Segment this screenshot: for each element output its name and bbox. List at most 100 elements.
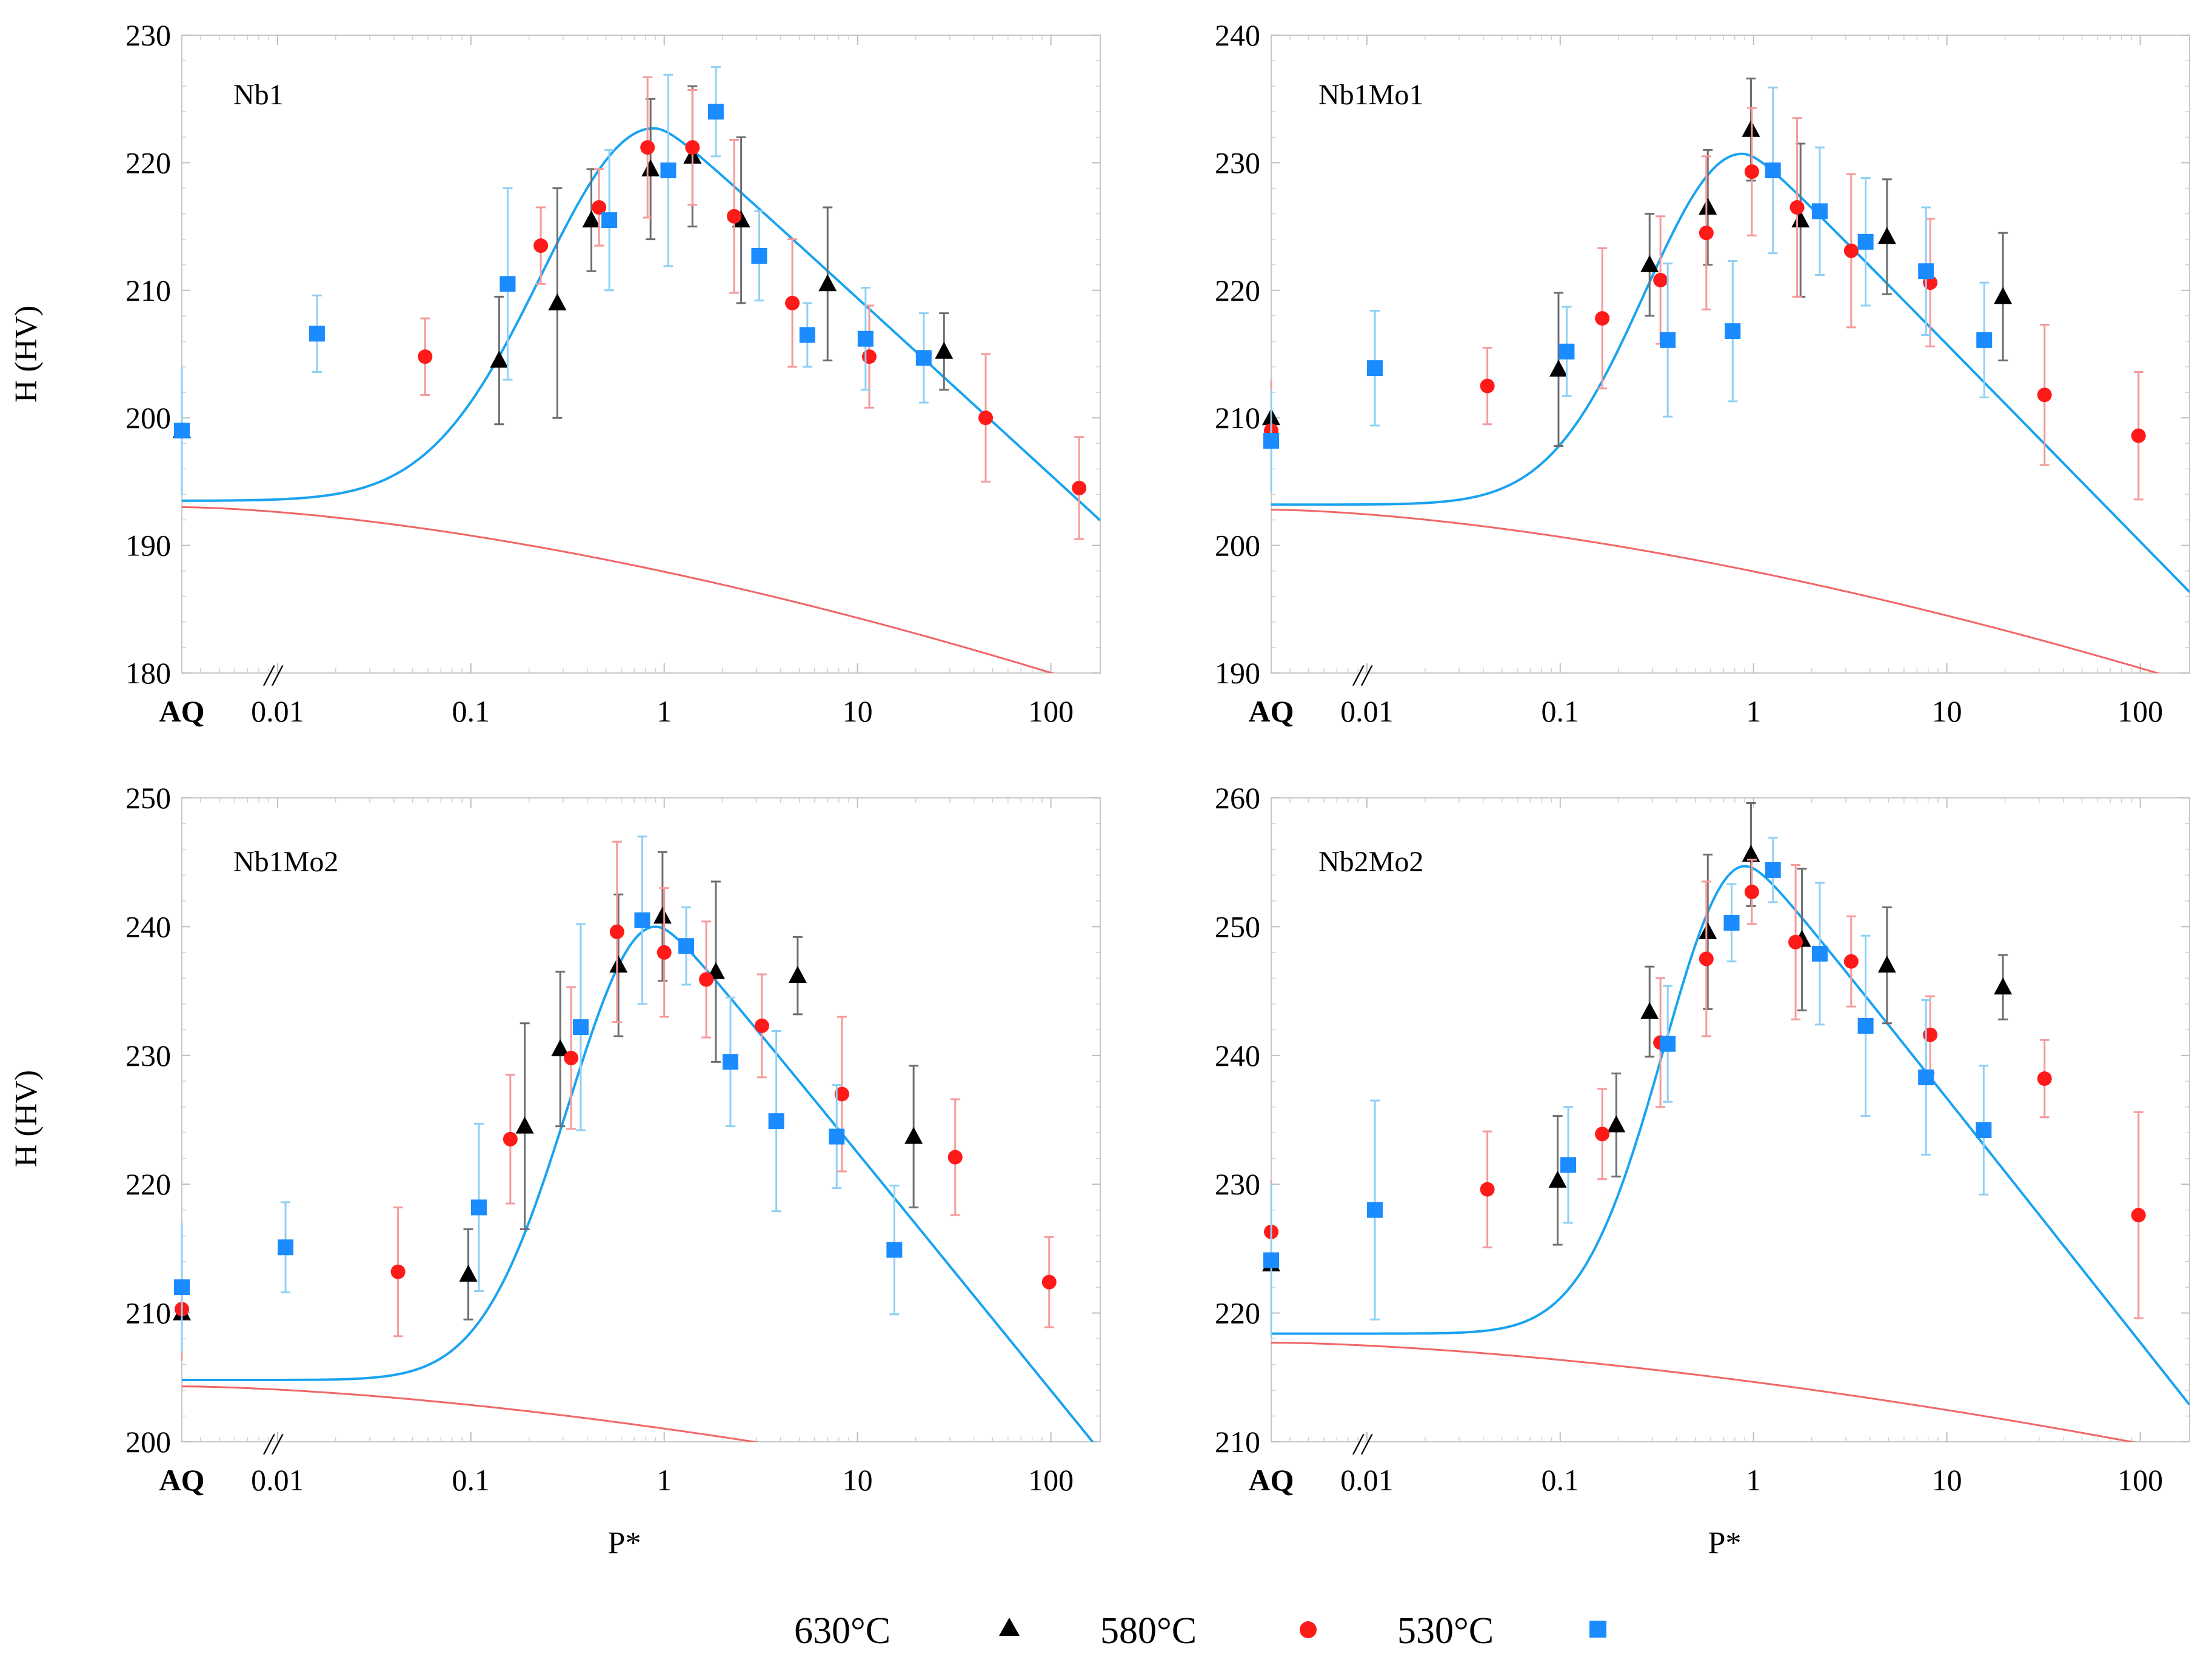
- axis-break: //: [1352, 1427, 1373, 1461]
- data-point-square: [1723, 915, 1740, 931]
- x-tick-label: 1: [1746, 1463, 1761, 1497]
- data-point-circle: [1072, 480, 1087, 495]
- axis-break: //: [262, 658, 284, 692]
- data-point-circle: [1744, 885, 1759, 900]
- x-tick-label: 100: [1028, 694, 1074, 728]
- data-point-circle: [1480, 378, 1495, 393]
- data-point-circle: [592, 200, 607, 215]
- data-point-square: [1918, 1069, 1934, 1085]
- data-point-circle: [503, 1131, 518, 1147]
- data-point-circle: [1843, 954, 1859, 969]
- data-point-circle: [1788, 934, 1803, 949]
- y-tick-label: 220: [125, 1167, 171, 1201]
- x-tick-label: 0.01: [251, 1463, 304, 1497]
- x-tick-label-aq: AQ: [159, 1463, 205, 1497]
- data-point-square: [799, 327, 815, 343]
- data-point-square: [751, 247, 767, 264]
- data-point-circle: [1041, 1274, 1057, 1290]
- data-point-square: [1559, 343, 1575, 360]
- y-tick-label: 210: [125, 1296, 171, 1330]
- data-point-circle: [1789, 200, 1805, 215]
- data-point-square: [707, 104, 724, 120]
- data-point-circle: [2131, 1208, 2146, 1223]
- data-point-circle: [1653, 272, 1668, 287]
- data-point-circle: [699, 972, 714, 987]
- data-point-square: [1918, 263, 1934, 280]
- data-point-square: [1811, 946, 1828, 962]
- lower-bound-curve: [182, 1385, 760, 1442]
- data-point-triangle: [1994, 977, 2013, 995]
- data-point-square: [768, 1113, 784, 1130]
- x-tick-label: 1: [657, 694, 672, 728]
- panel-label-nb1mo1: Nb1Mo1: [1318, 79, 1423, 111]
- x-tick-label: 100: [2117, 1463, 2163, 1497]
- plot-frame: [181, 35, 1101, 674]
- plot-frame: [1271, 35, 2190, 674]
- x-tick-label: 10: [1932, 694, 1962, 728]
- legend-label-630: 630°C: [794, 1610, 890, 1652]
- data-point-triangle: [732, 210, 750, 228]
- data-point-square: [678, 938, 695, 954]
- data-point-square: [1367, 1202, 1383, 1218]
- data-point-square: [309, 326, 325, 342]
- data-point-square: [829, 1128, 845, 1145]
- data-point-circle: [947, 1150, 963, 1165]
- data-point-square: [1660, 1036, 1676, 1052]
- x-tick-label: 0.1: [1542, 694, 1580, 728]
- lower-bound-curve: [1271, 509, 2160, 673]
- x-tick-label-aq: AQ: [159, 694, 205, 728]
- axis-break: //: [262, 1427, 284, 1461]
- data-point-triangle: [788, 966, 807, 983]
- data-point-circle: [533, 238, 549, 253]
- data-point-circle: [978, 410, 994, 426]
- data-point-triangle: [904, 1127, 923, 1144]
- x-axis-title-nb1mo2: P*: [608, 1526, 641, 1561]
- data-point-circle: [785, 295, 800, 310]
- y-tick-label: 200: [125, 1425, 171, 1459]
- x-tick-label: 0.1: [452, 694, 490, 728]
- data-point-square: [1857, 233, 1874, 250]
- data-point-triangle: [609, 956, 628, 973]
- x-tick-label: 0.01: [1340, 694, 1394, 728]
- y-tick-label: 240: [1215, 1039, 1260, 1073]
- y-tick-label: 210: [1215, 401, 1260, 435]
- data-point-circle: [1480, 1182, 1495, 1197]
- model-fit-curve: [182, 127, 1100, 521]
- data-point-square: [915, 350, 932, 366]
- data-point-circle: [834, 1086, 849, 1102]
- aq-point: [174, 423, 190, 439]
- y-tick-label: 190: [1215, 656, 1260, 690]
- data-point-triangle: [548, 293, 567, 310]
- data-point-square: [470, 1199, 487, 1216]
- lower-bound-curve: [1271, 1342, 2137, 1442]
- x-tick-label: 10: [843, 1463, 873, 1497]
- x-tick-label: 0.01: [251, 694, 304, 728]
- y-tick-label: 260: [1215, 781, 1260, 815]
- y-tick-label: 230: [125, 1039, 171, 1073]
- data-point-square: [1976, 332, 1993, 348]
- data-point-triangle: [1877, 227, 1896, 244]
- data-point-square: [601, 212, 618, 229]
- y-tick-label: 210: [125, 273, 171, 307]
- data-point-triangle: [818, 274, 837, 292]
- data-point-square: [1811, 203, 1828, 219]
- y-tick-label: 220: [1215, 1296, 1260, 1330]
- x-axis-title-nb2mo2: P*: [1708, 1526, 1742, 1561]
- data-point-triangle: [1640, 1002, 1659, 1019]
- data-point-square: [1725, 323, 1741, 340]
- model-fit-curve: [1271, 152, 2190, 593]
- data-point-circle: [640, 140, 655, 155]
- data-point-circle: [2037, 387, 2052, 403]
- data-point-circle: [727, 209, 742, 224]
- panel-label-nb1: Nb1: [233, 79, 284, 111]
- data-point-triangle: [653, 906, 672, 924]
- legend-marker-triangle: [999, 1618, 1020, 1636]
- panel-nb2mo2: 210 220 230 240 250 260 0.01 0.1 1 10 100 AQ // Nb2Mo…: [1215, 781, 2190, 1561]
- data-point-circle: [754, 1018, 769, 1033]
- data-point-triangle: [1699, 198, 1717, 215]
- data-point-triangle: [1791, 210, 1810, 228]
- data-point-circle: [609, 924, 624, 939]
- data-point-triangle: [1742, 845, 1760, 862]
- aq-point: [1263, 433, 1279, 449]
